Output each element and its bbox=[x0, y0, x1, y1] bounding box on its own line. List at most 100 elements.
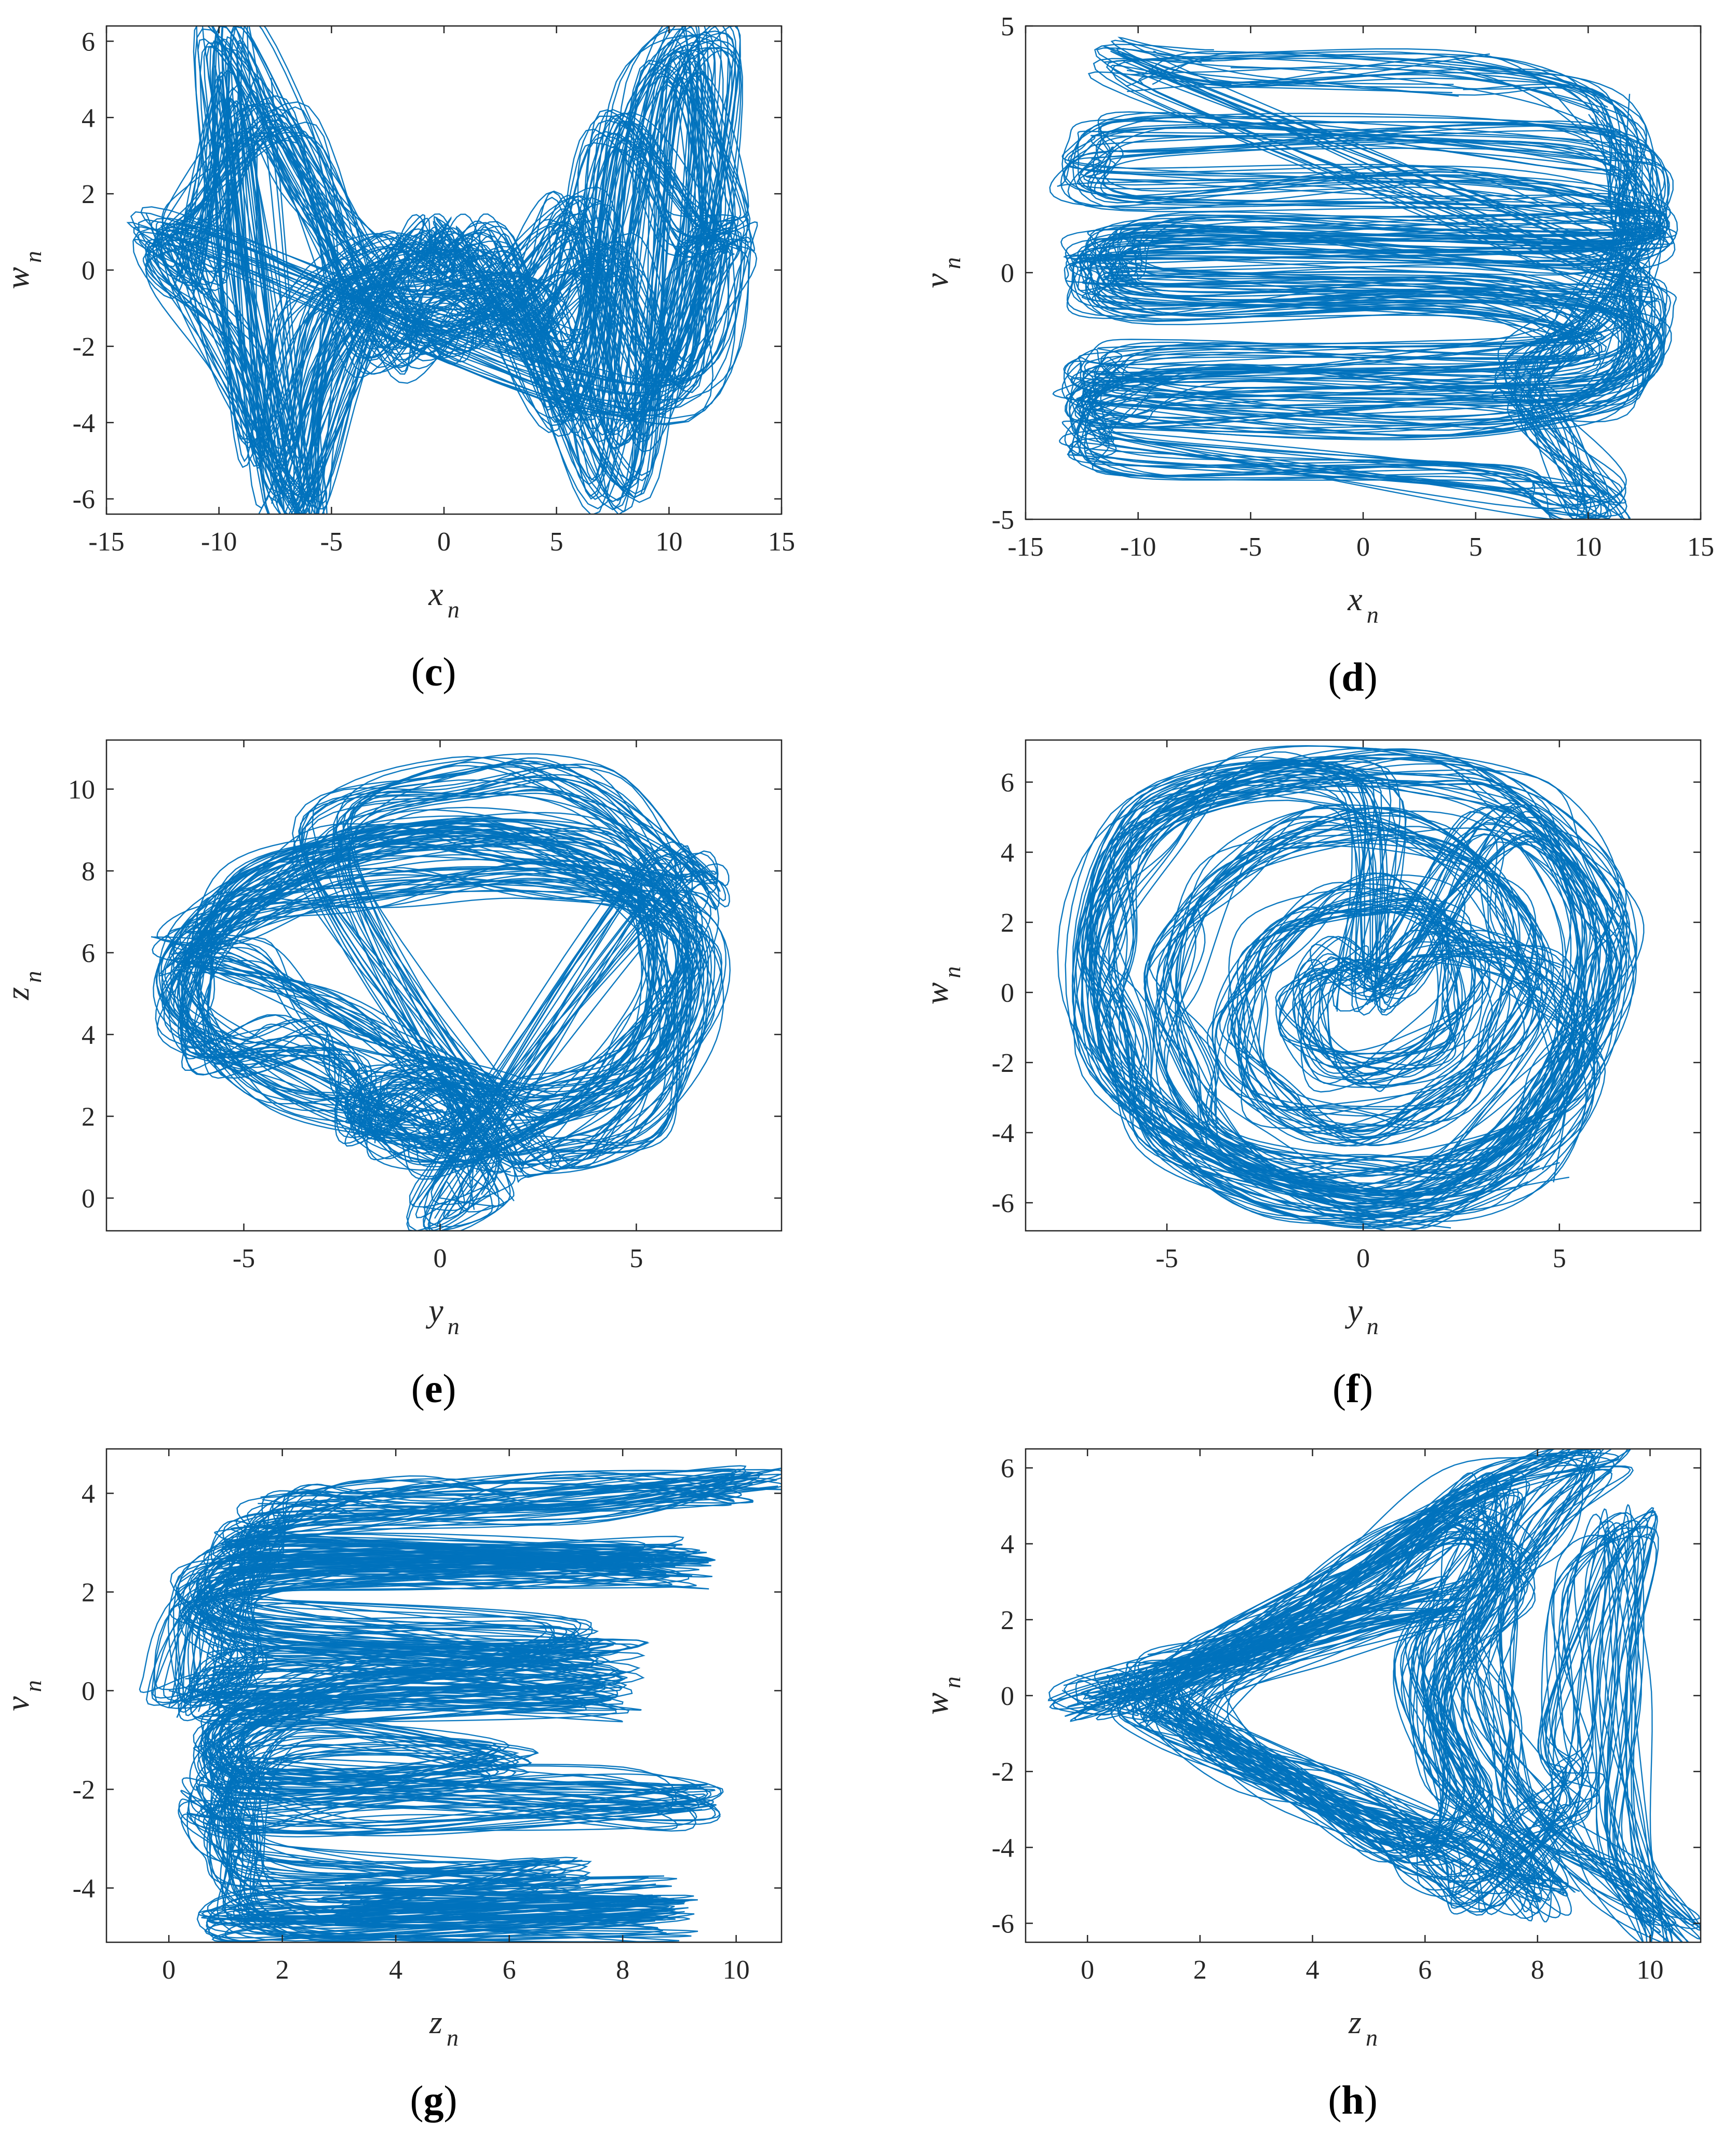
x-tick-label: -5 bbox=[1240, 532, 1262, 562]
x-tick-label: 8 bbox=[616, 1955, 629, 1985]
x-tick-label: 4 bbox=[1306, 1955, 1320, 1985]
x-tick-label: -5 bbox=[1155, 1244, 1178, 1273]
trajectory-line bbox=[1094, 1452, 1701, 1929]
trajectory-line bbox=[180, 1485, 754, 1928]
trajectory-f bbox=[1057, 745, 1645, 1231]
trajectory-g bbox=[139, 1465, 782, 1942]
x-axis-label-subscript: n bbox=[448, 1313, 460, 1339]
trajectory-line bbox=[152, 26, 749, 514]
y-tick-label: -2 bbox=[992, 1049, 1014, 1078]
y-tick-label: 4 bbox=[82, 103, 95, 133]
y-tick-label: 6 bbox=[82, 27, 95, 57]
x-tick-label: 5 bbox=[629, 1244, 643, 1273]
y-axis-label-subscript: n bbox=[939, 966, 965, 978]
x-tick-label: 5 bbox=[1553, 1244, 1566, 1273]
trajectory-line bbox=[153, 774, 706, 1217]
y-axis-label-subscript: n bbox=[939, 257, 965, 269]
x-tick-label: -15 bbox=[1007, 532, 1043, 562]
y-tick-label: 6 bbox=[1001, 768, 1014, 798]
panel-caption: (g) bbox=[410, 2077, 457, 2122]
x-tick-label: 15 bbox=[1687, 532, 1714, 562]
trajectory-line bbox=[1082, 756, 1614, 1219]
y-tick-label: -6 bbox=[992, 1189, 1014, 1218]
y-tick-label: 6 bbox=[1001, 1454, 1014, 1484]
trajectory-line bbox=[1086, 1465, 1654, 1942]
trajectory-line bbox=[1067, 1455, 1653, 1938]
y-axis-label: wn bbox=[918, 1676, 965, 1715]
y-tick-label: 10 bbox=[68, 775, 95, 805]
y-axis-label-subscript: n bbox=[20, 971, 46, 983]
trajectory-line bbox=[1071, 771, 1610, 1220]
y-tick-label: 2 bbox=[1001, 1606, 1014, 1635]
trajectory-line bbox=[1085, 762, 1624, 1210]
trajectory-line bbox=[156, 766, 693, 1226]
x-tick-label: 0 bbox=[1356, 532, 1370, 562]
panel-caption: (c) bbox=[411, 649, 456, 694]
y-tick-label: -2 bbox=[992, 1757, 1014, 1787]
x-tick-label: 0 bbox=[437, 527, 451, 557]
panel-caption: (h) bbox=[1328, 2077, 1377, 2122]
axes-box bbox=[105, 1448, 783, 1943]
trajectory-line bbox=[1057, 50, 1671, 509]
trajectory-line bbox=[165, 776, 706, 1231]
y-tick-label: -6 bbox=[992, 1909, 1014, 1939]
trajectory-line bbox=[165, 767, 703, 1231]
trajectory-line bbox=[1067, 64, 1635, 498]
x-tick-label: 0 bbox=[433, 1244, 447, 1273]
x-tick-label: 6 bbox=[503, 1955, 516, 1985]
y-tick-label: -4 bbox=[992, 1119, 1014, 1148]
y-tick-label: -4 bbox=[992, 1833, 1014, 1863]
x-tick-label: 10 bbox=[723, 1955, 750, 1985]
y-tick-label: 2 bbox=[82, 1103, 95, 1132]
y-axis-label: vn bbox=[918, 257, 965, 288]
x-tick-label: 6 bbox=[1418, 1955, 1432, 1985]
trajectory-line bbox=[1063, 1452, 1699, 1930]
trajectory-line bbox=[1068, 44, 1668, 506]
trajectory-line bbox=[1065, 1466, 1701, 1940]
y-tick-label: -2 bbox=[73, 332, 95, 362]
panel-caption: (d) bbox=[1328, 654, 1377, 700]
x-axis-label-subscript: n bbox=[1367, 1313, 1379, 1339]
trajectory-e bbox=[151, 753, 731, 1231]
x-tick-label: -10 bbox=[1120, 532, 1156, 562]
y-tick-label: 4 bbox=[82, 1020, 95, 1050]
y-tick-label: 0 bbox=[82, 1184, 95, 1214]
trajectory-line bbox=[1063, 71, 1674, 519]
trajectory-line bbox=[176, 764, 692, 1230]
x-tick-label: -10 bbox=[201, 527, 237, 557]
x-axis-label-subscript: n bbox=[1366, 2024, 1378, 2051]
x-tick-label: -15 bbox=[88, 527, 124, 557]
trajectory-line bbox=[1063, 61, 1667, 519]
trajectory-line bbox=[1083, 1464, 1667, 1923]
x-tick-label: 10 bbox=[655, 527, 682, 557]
x-axis-label-subscript: n bbox=[1367, 601, 1379, 628]
y-axis-label: wn bbox=[918, 966, 965, 1005]
y-tick-label: 2 bbox=[1001, 908, 1014, 938]
chart-panel-g: 0 2 4 6 8 10 -4 -2 0 2 4 z n vn (g) bbox=[0, 1448, 783, 2122]
y-tick-label: 2 bbox=[82, 180, 95, 209]
panel-caption: (e) bbox=[411, 1366, 456, 1411]
x-axis-label-subscript: n bbox=[447, 2024, 459, 2051]
y-axis-label: vn bbox=[0, 1680, 46, 1711]
trajectory-line bbox=[144, 38, 722, 509]
y-tick-label: -4 bbox=[73, 1874, 95, 1904]
trajectory-line bbox=[180, 36, 752, 514]
y-tick-label: 4 bbox=[1001, 838, 1014, 868]
y-axis-label-subscript: n bbox=[939, 1676, 965, 1688]
trajectory-h bbox=[1047, 1449, 1701, 1942]
y-tick-label: 4 bbox=[1001, 1530, 1014, 1560]
x-tick-label: 10 bbox=[1637, 1955, 1664, 1985]
trajectory-line bbox=[1076, 753, 1628, 1229]
y-tick-label: 0 bbox=[82, 1677, 95, 1706]
trajectory-line bbox=[152, 1477, 777, 1941]
y-tick-label: 8 bbox=[82, 857, 95, 886]
x-tick-label: 4 bbox=[389, 1955, 402, 1985]
trajectory-line bbox=[163, 761, 724, 1207]
y-tick-label: 0 bbox=[1001, 259, 1014, 288]
x-tick-label: -5 bbox=[320, 527, 343, 557]
x-tick-label: 10 bbox=[1574, 532, 1602, 562]
